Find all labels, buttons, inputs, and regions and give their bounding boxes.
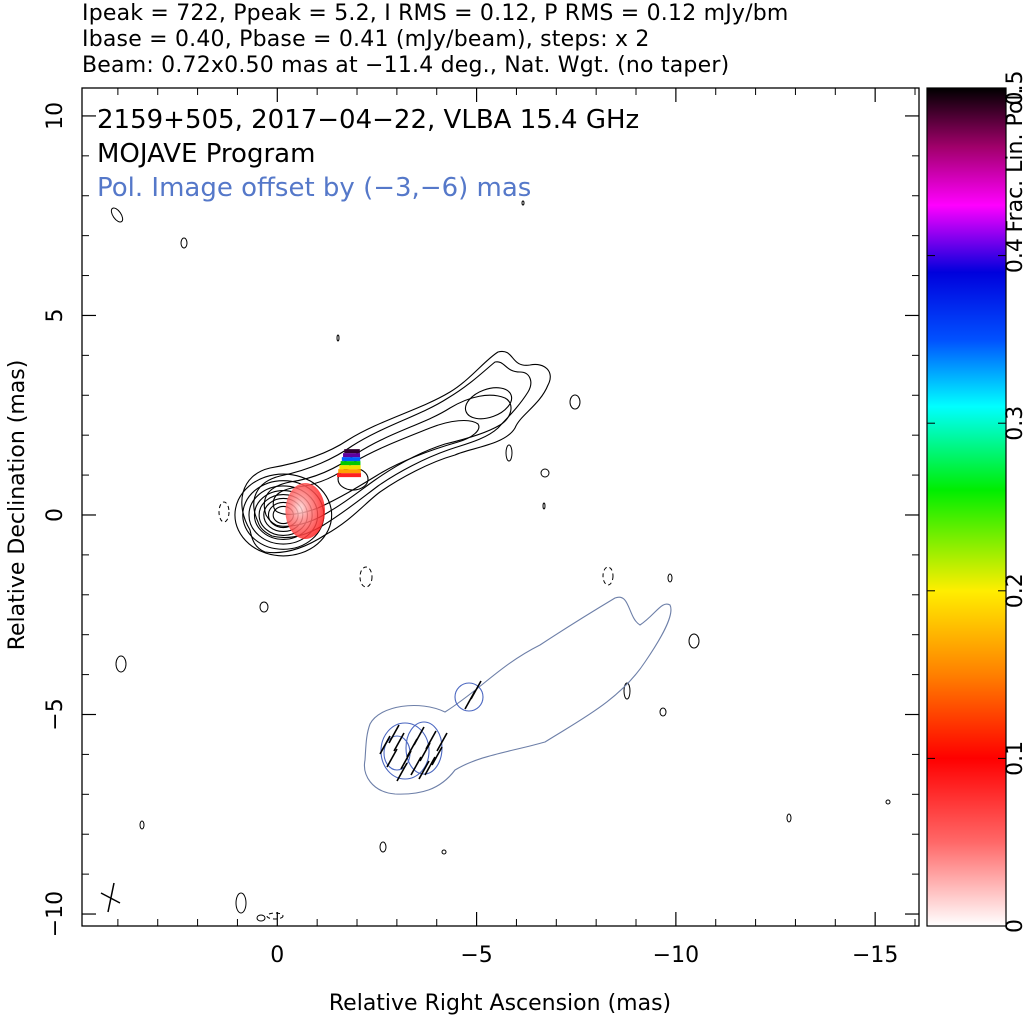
- pol-pixel: [341, 457, 361, 462]
- evpa-vector: [379, 735, 391, 755]
- pol-contour: [454, 682, 484, 712]
- noise-contour: [115, 655, 127, 673]
- noise-contour: [218, 501, 230, 523]
- evpa-vector: [393, 732, 405, 752]
- pol-pixel: [344, 449, 360, 454]
- colorbar-tick-label: 0.4: [1003, 238, 1027, 273]
- noise-contour: [569, 394, 581, 410]
- evpa-vector: [425, 730, 437, 750]
- noise-contour: [659, 707, 667, 717]
- beam-major-axis: [107, 882, 115, 913]
- noise-contour: [259, 601, 269, 613]
- x-tick-label: −5: [460, 943, 492, 968]
- pol-pixel: [343, 453, 361, 458]
- noise-contour: [542, 502, 546, 510]
- x-tick-label: −15: [852, 943, 898, 968]
- colorbar-gradient: [926, 87, 1007, 927]
- noise-contour: [180, 237, 188, 249]
- y-tick-label: −5: [43, 698, 68, 730]
- noise-contour: [505, 444, 513, 462]
- evpa-vector: [424, 756, 436, 776]
- noise-contour: [441, 849, 447, 855]
- jet-contour: [241, 350, 551, 554]
- x-tick-label: 0: [270, 943, 284, 968]
- y-tick-label: 10: [43, 102, 68, 130]
- core-contour: [234, 473, 333, 557]
- evpa-vector: [470, 680, 482, 700]
- colorbar-label: Frac. Lin. Pol.: [1003, 87, 1027, 232]
- jet-contour: [253, 361, 532, 539]
- pol-offset-annotation: Pol. Image offset by (−3,−6) mas: [97, 173, 531, 203]
- y-tick-label: 0: [43, 508, 68, 522]
- colorbar-tick-label: 0.3: [1003, 406, 1027, 441]
- noise-contour: [139, 820, 145, 830]
- noise-contour: [602, 566, 614, 586]
- noise-contour: [786, 813, 792, 823]
- pol-pixel: [337, 473, 362, 478]
- evpa-vector: [388, 724, 400, 744]
- plot-frame: [81, 87, 920, 927]
- noise-contour: [336, 334, 340, 342]
- y-tick-label: −10: [43, 891, 68, 937]
- colorbar-tick-label: 0.1: [1003, 741, 1027, 776]
- evpa-vector: [386, 748, 398, 768]
- noise-contour: [540, 468, 550, 478]
- plot-title-line-1: 2159+505, 2017−04−22, VLBA 15.4 GHz: [97, 105, 639, 135]
- header-line-3: Beam: 0.72x0.50 mas at −11.4 deg., Nat. …: [82, 53, 730, 78]
- colorbar-tick-label: 0.2: [1003, 573, 1027, 608]
- noise-contour: [521, 200, 525, 206]
- jet-knot-contour: [464, 387, 513, 420]
- y-axis-label: Relative Declination (mas): [5, 360, 30, 651]
- x-tick-label: −10: [653, 943, 699, 968]
- beam-marker: [100, 882, 121, 913]
- colorbar-tick-label: 0.5: [1003, 71, 1027, 106]
- evpa-vector: [431, 746, 443, 766]
- pol-pixel: [339, 465, 361, 470]
- noise-contour: [667, 573, 673, 583]
- noise-contour: [379, 841, 387, 853]
- evpa-vector: [418, 760, 430, 780]
- evpa-vector: [436, 732, 448, 752]
- noise-contour: [235, 892, 247, 914]
- pol-pixel-core: [285, 482, 325, 539]
- noise-contour: [623, 682, 631, 700]
- evpa-vector: [396, 762, 408, 782]
- x-axis-label: Relative Right Ascension (mas): [329, 991, 671, 1016]
- evpa-vector: [413, 726, 425, 746]
- pol-pixel: [340, 461, 361, 466]
- evpa-vector: [410, 756, 422, 776]
- pol-pixel: [338, 469, 361, 474]
- header-line-1: Ipeak = 722, Ppeak = 5.2, I RMS = 0.12, …: [82, 1, 789, 26]
- evpa-vectors: [379, 680, 482, 782]
- noise-contour: [256, 914, 266, 922]
- noise-contour: [266, 912, 284, 920]
- colorbar-tick-label: 0: [1003, 919, 1027, 933]
- stokes-i-contours: [110, 200, 891, 922]
- fractional-polarization-pixels: [285, 449, 362, 539]
- colorbar: 0 0.1 0.2 0.3 0.4 0.5: [926, 71, 1027, 933]
- pol-outer-contour: [363, 596, 672, 795]
- noise-contour: [885, 799, 891, 805]
- noise-contour: [110, 207, 124, 223]
- noise-contour: [688, 633, 700, 649]
- header-line-2: Ibase = 0.40, Pbase = 0.41 (mJy/beam), s…: [82, 27, 650, 52]
- plot-title-line-2: MOJAVE Program: [97, 139, 315, 169]
- noise-contour: [359, 566, 373, 588]
- y-tick-label: 5: [43, 308, 68, 322]
